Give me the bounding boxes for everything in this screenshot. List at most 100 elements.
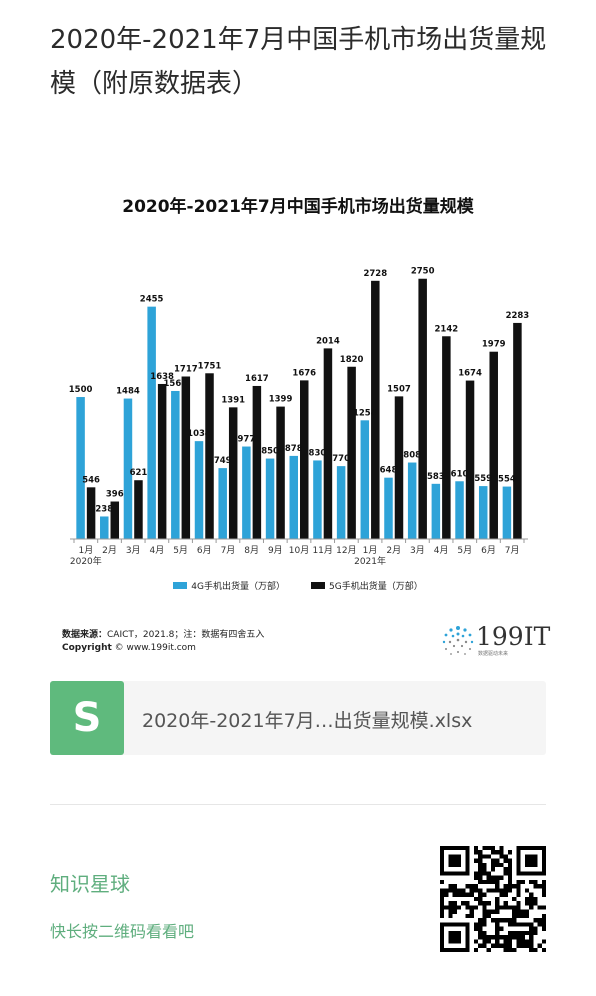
planet-title: 知识星球 [50,872,130,896]
bar-5g [442,336,451,539]
legend-swatch-5g [311,582,325,589]
data-label-4g: 1500 [69,385,93,395]
bar-4g [76,397,85,539]
data-label-5g: 1979 [482,340,506,350]
bar-4g [194,441,204,539]
bar-4g [431,483,441,539]
x-tick-label: 2月 [386,545,401,556]
x-tick-label: 9月 [268,545,283,556]
source-label: 数据来源： [62,630,108,640]
bar-4g [147,306,156,539]
bar-5g [228,407,238,539]
data-label-5g: 1717 [174,364,198,374]
x-tick-label: 3月 [126,545,141,556]
x-tick-label: 5月 [173,545,188,556]
bar-5g [323,348,333,539]
x-tick-label: 2月 [102,545,117,556]
data-label-5g: 1507 [387,384,411,394]
x-tick-label: 10月 [289,545,309,556]
data-label-5g: 2750 [411,267,435,277]
bar-5g [371,280,380,539]
legend-item-4g: 4G手机出货量（万部） [173,579,285,592]
chart-copyright: Copyright © www.199it.com [62,643,196,653]
data-label-5g: 2283 [506,311,530,321]
bar-5g [181,376,191,539]
bar-5g [465,380,475,539]
data-label-4g: 238 [95,504,113,514]
brand-logo: 199IT 数据驱动未来 [440,622,550,662]
data-label-5g: 2142 [435,324,459,334]
article-title: 2020年-2021年7月中国手机市场出货量规模（附原数据表） [50,25,547,99]
x-tick-label: 4月 [150,545,165,556]
source-text: CAICT，2021.8；注：数据有四舍五入 [107,630,265,640]
data-label-4g: 1564 [163,379,187,389]
bar-4g [100,516,109,539]
chart-source: 数据来源：CAICT，2021.8；注：数据有四舍五入 [62,627,264,640]
x-tick-label: 12月 [336,545,356,556]
chart-legend: 4G手机出货量（万部） 5G手机出货量（万部） [0,579,596,592]
bar-4g [455,481,464,539]
data-label-4g: 770 [332,454,350,464]
x-tick-label: 7月 [505,545,520,556]
data-label-5g: 1399 [269,395,293,405]
bar-5g [134,480,143,539]
data-label-4g: 610 [451,469,469,479]
logo-mark-icon [442,626,474,655]
data-label-4g: 977 [238,435,256,445]
bar-4g [313,460,322,539]
data-label-5g: 2728 [363,269,387,279]
bar-4g [289,455,298,539]
bar-4g [123,398,133,539]
file-name: 2020年-2021年7月…出货量规模.xlsx [142,710,473,732]
bar-5g [276,406,285,539]
bar-4g [265,458,275,539]
data-label-4g: 583 [427,472,445,482]
bar-5g [110,501,120,539]
data-label-4g: 1484 [116,387,140,397]
data-label-5g: 621 [130,468,148,478]
data-label-5g: 546 [82,475,100,485]
bar-4g [478,486,488,539]
x-tick-label: 4月 [434,545,449,556]
x-year-label: 2020年 [70,555,102,567]
legend-item-5g: 5G手机出货量（万部） [311,579,423,592]
bar-4g [218,468,227,539]
data-label-5g: 1391 [221,395,245,405]
x-tick-label: 8月 [244,545,259,556]
data-label-4g: 554 [498,475,516,485]
data-label-4g: 1034 [187,429,211,439]
data-label-5g: 1751 [198,361,222,371]
bar-4g [360,420,370,539]
data-label-5g: 1674 [458,369,482,379]
x-tick-label: 6月 [197,545,212,556]
qr-code-icon[interactable] [440,846,546,952]
bar-4g [336,466,346,539]
legend-swatch-4g [173,582,188,589]
data-label-4g: 808 [403,451,421,461]
data-label-5g: 1820 [340,355,364,365]
data-label-4g: 878 [285,444,303,454]
logo-text: 199IT [476,622,551,651]
chart-title: 2020年-2021年7月中国手机市场出货量规模 [122,197,474,217]
bar-5g [157,383,167,539]
data-label-4g: 1254 [353,408,377,418]
x-tick-label: 1月 [78,545,93,556]
data-label-5g: 2014 [316,336,340,346]
spreadsheet-icon: S [50,681,124,755]
data-label-4g: 749 [214,456,232,466]
data-label-5g: 1617 [245,374,269,384]
x-tick-label: 1月 [363,545,378,556]
legend-label-4g: 4G手机出货量（万部） [191,582,285,592]
file-attachment[interactable]: S 2020年-2021年7月…出货量规模.xlsx [50,681,546,755]
bar-5g [86,487,96,539]
bar-5g [252,385,262,539]
bar-4g [502,486,512,539]
x-tick-label: 7月 [221,545,236,556]
divider [50,804,546,805]
bar-5g [205,373,214,539]
data-label-4g: 2455 [140,295,164,305]
data-label-4g: 648 [380,466,398,476]
data-label-4g: 559 [474,474,492,484]
data-label-5g: 1676 [292,368,316,378]
x-year-label: 2021年 [354,555,386,567]
